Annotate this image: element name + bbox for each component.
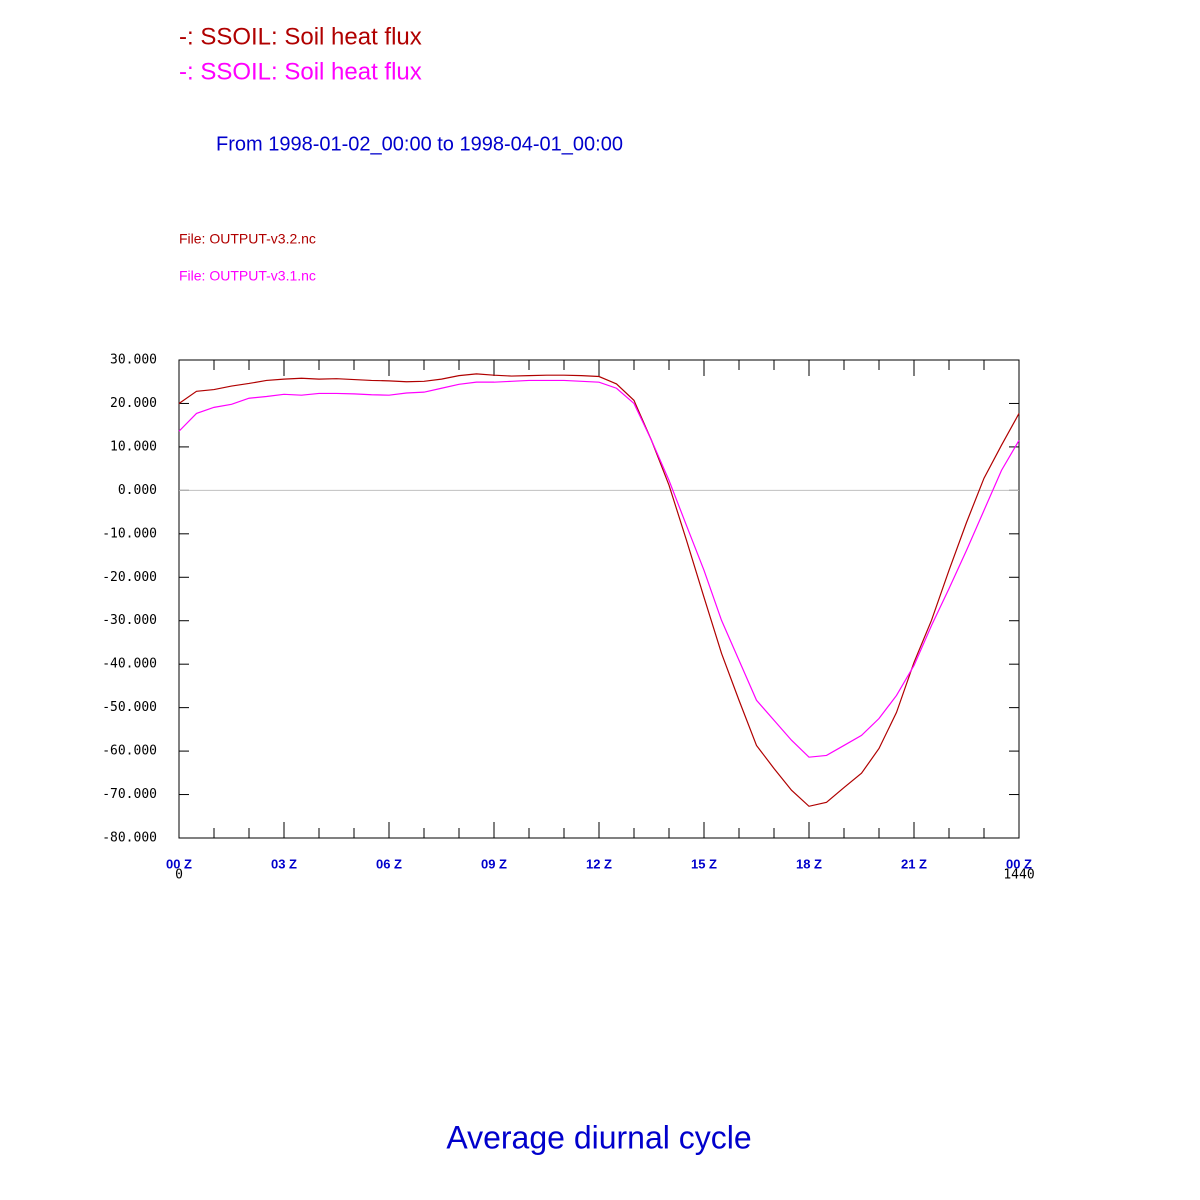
- y-tick-label: 0.000: [118, 483, 157, 498]
- series-line: [178, 373, 1020, 807]
- file-label: File: OUTPUT-v3.1.nc: [179, 268, 316, 284]
- subtitle: From 1998-01-02_00:00 to 1998-04-01_00:0…: [216, 133, 623, 155]
- series-line: [178, 379, 1020, 758]
- y-tick-label: 10.000: [110, 439, 157, 454]
- y-tick-label: -40.000: [102, 657, 157, 672]
- chart-title: Average diurnal cycle: [446, 1119, 751, 1155]
- plot-frame: [178, 359, 1020, 839]
- y-tick-label: -20.000: [102, 570, 157, 585]
- y-tick-label: -70.000: [102, 787, 157, 802]
- y-tick-label: 30.000: [110, 353, 157, 368]
- y-tick-label: -80.000: [102, 831, 157, 846]
- x-tick-label: 03 Z: [271, 856, 297, 871]
- y-tick-label: -60.000: [102, 744, 157, 759]
- x-limit-label: 0: [175, 868, 183, 883]
- x-tick-label: 15 Z: [691, 856, 717, 871]
- file-label: File: OUTPUT-v3.2.nc: [179, 231, 316, 247]
- x-tick-label: 00 Z: [166, 856, 192, 871]
- y-tick-label: 20.000: [110, 396, 157, 411]
- x-tick-label: 00 Z: [1006, 856, 1032, 871]
- y-tick-label: -10.000: [102, 526, 157, 541]
- x-tick-label: 12 Z: [586, 856, 612, 871]
- y-tick-label: -50.000: [102, 700, 157, 715]
- legend-entry: -: SSOIL: Soil heat flux: [179, 23, 422, 50]
- y-tick-label: -30.000: [102, 613, 157, 628]
- x-limit-label: 1440: [1003, 868, 1034, 883]
- x-tick-label: 18 Z: [796, 856, 822, 871]
- x-tick-label: 09 Z: [481, 856, 507, 871]
- legend-entry: -: SSOIL: Soil heat flux: [179, 58, 422, 85]
- x-tick-label: 21 Z: [901, 856, 927, 871]
- x-tick-label: 06 Z: [376, 856, 402, 871]
